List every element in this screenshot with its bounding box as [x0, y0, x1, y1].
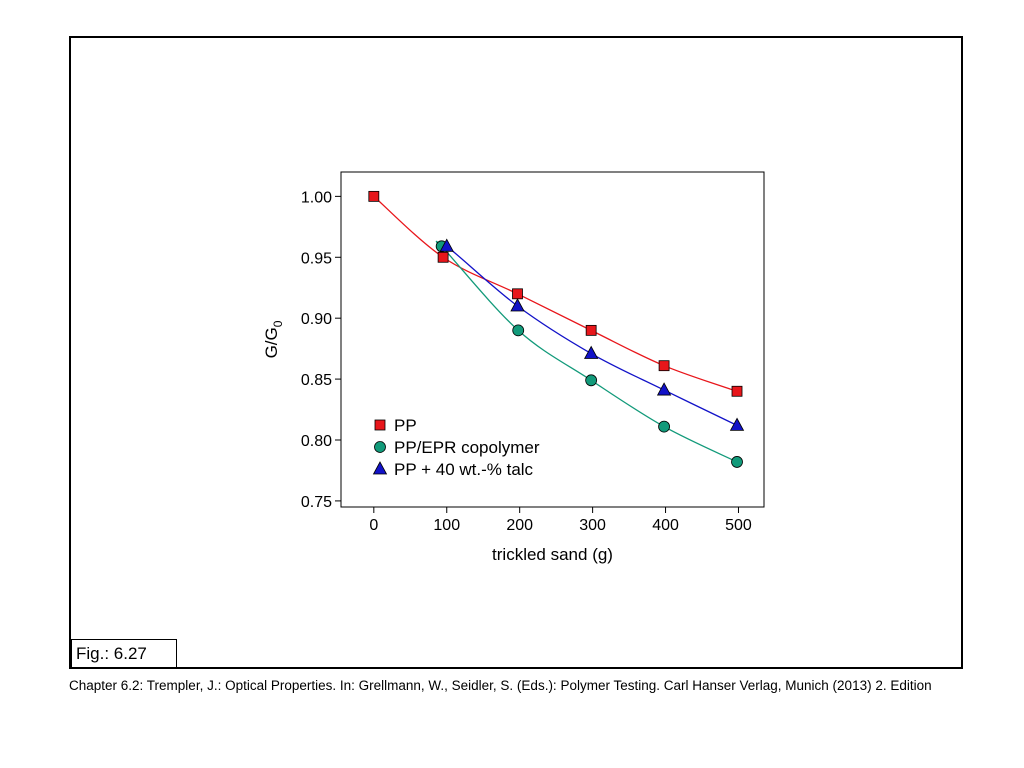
legend-marker [374, 441, 386, 453]
y-axis-label: G/G0 [262, 320, 285, 358]
data-point [368, 190, 380, 202]
data-point [510, 298, 525, 312]
y-axis-label-subscript: 0 [271, 320, 285, 327]
plot-area [340, 171, 765, 508]
data-point [729, 417, 745, 431]
legend-label: PP [394, 416, 417, 435]
legend-label: PP/EPR copolymer [394, 438, 540, 457]
x-tick-label: 0 [369, 517, 378, 534]
data-point [585, 374, 598, 387]
y-tick-label: 0.80 [301, 433, 332, 450]
y-tick-label: 0.85 [301, 372, 332, 389]
data-point [512, 324, 525, 337]
legend-label: PP + 40 wt.-% talc [394, 460, 534, 479]
data-point [731, 385, 743, 397]
x-tick-label: 300 [579, 517, 606, 534]
x-tick-label: 200 [506, 517, 533, 534]
legend-marker [374, 419, 386, 431]
y-tick-label: 1.00 [301, 189, 332, 206]
figure-frame [69, 36, 963, 669]
data-point [658, 420, 670, 433]
series-line [373, 195, 738, 392]
data-point [439, 238, 454, 252]
y-tick-label: 0.95 [301, 250, 332, 267]
x-tick-label: 100 [433, 517, 460, 534]
y-axis-label-main: G/G [262, 327, 281, 358]
data-point [437, 251, 449, 263]
plot-layer: 0 100 200 300 400 500 0.75 0.80 0.85 0.90 0.95 1.00… [262, 171, 765, 564]
legend-marker [372, 461, 388, 475]
x-tick-label: 400 [652, 517, 679, 534]
figure-label: Fig.: 6.27 [71, 639, 177, 668]
data-point [656, 382, 672, 396]
y-tick-label: 0.75 [301, 494, 332, 511]
x-tick-label: 500 [725, 517, 752, 534]
data-point [583, 345, 599, 359]
data-point [731, 456, 743, 468]
y-tick-label: 0.90 [301, 311, 332, 328]
x-axis-label: trickled sand (g) [492, 545, 613, 564]
data-point [512, 288, 523, 300]
data-point [658, 360, 670, 372]
figure-caption: Chapter 6.2: Trempler, J.: Optical Prope… [69, 678, 932, 693]
data-point [585, 324, 597, 336]
